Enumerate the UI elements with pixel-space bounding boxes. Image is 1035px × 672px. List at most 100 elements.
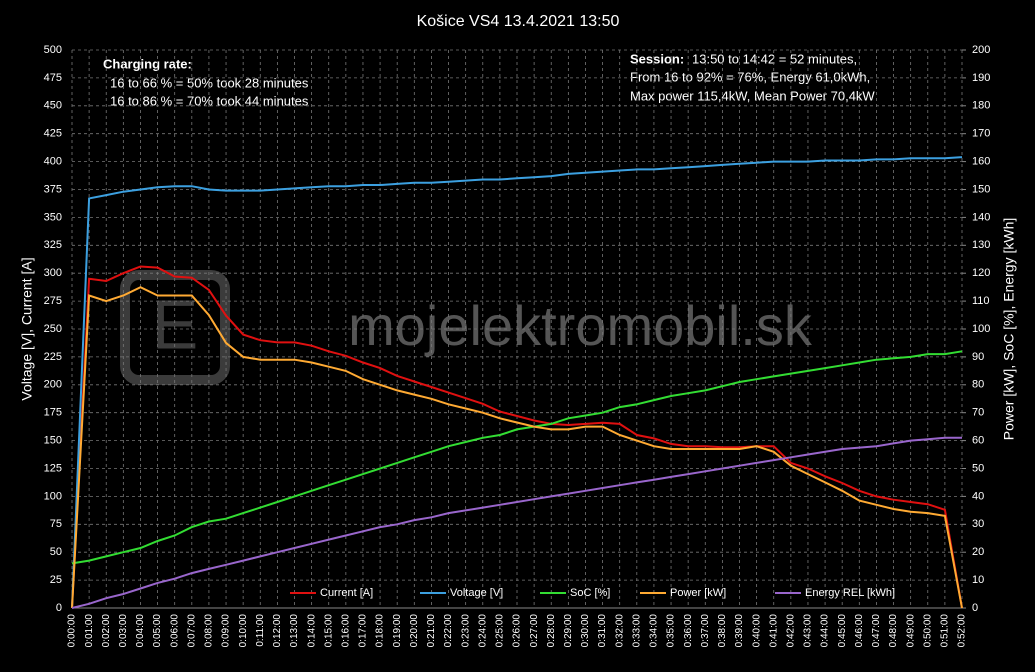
y2-tick-label: 20 xyxy=(972,546,984,558)
grid xyxy=(71,49,963,609)
y-tick-label: 75 xyxy=(50,518,62,530)
x-tick-label: 0:38:00 xyxy=(717,614,728,648)
annotation: From 16 to 92% = 76%, Energy 61,0kWh, xyxy=(630,69,870,84)
y-tick-label: 450 xyxy=(44,100,62,112)
y-tick-label: 500 xyxy=(44,44,62,56)
y2-tick-label: 40 xyxy=(972,490,984,502)
y-tick-label: 175 xyxy=(44,407,62,419)
x-tick-label: 0:10:00 xyxy=(238,614,249,648)
y2-tick-label: 130 xyxy=(972,239,990,251)
y2-tick-label: 110 xyxy=(972,295,990,307)
x-tick-label: 0:14:00 xyxy=(306,614,317,648)
annotation: 16 to 86 % = 70% took 44 minutes xyxy=(110,93,309,108)
x-tick-label: 0:44:00 xyxy=(820,614,831,648)
legend-label: Current [A] xyxy=(320,587,373,599)
legend-label: Voltage [V] xyxy=(450,587,503,599)
x-tick-label: 0:31:00 xyxy=(597,614,608,648)
x-tick-label: 0:16:00 xyxy=(340,614,351,648)
y2-tick-label: 80 xyxy=(972,379,984,391)
x-tick-label: 0:07:00 xyxy=(186,614,197,648)
y2-tick-label: 160 xyxy=(972,156,990,168)
x-tick-label: 0:13:00 xyxy=(289,614,300,648)
y2-tick-label: 150 xyxy=(972,183,990,195)
x-tick-label: 0:28:00 xyxy=(546,614,557,648)
x-tick-label: 0:24:00 xyxy=(477,614,488,648)
y-tick-label: 475 xyxy=(44,72,62,84)
x-tick-label: 0:17:00 xyxy=(358,614,369,648)
x-tick-label: 0:39:00 xyxy=(734,614,745,648)
x-tick-label: 0:08:00 xyxy=(204,614,215,648)
y-tick-label: 25 xyxy=(50,574,62,586)
x-tick-label: 0:03:00 xyxy=(118,614,129,648)
y-tick-label: 225 xyxy=(44,351,62,363)
x-tick-label: 0:35:00 xyxy=(666,614,677,648)
x-tick-label: 0:36:00 xyxy=(683,614,694,648)
x-tick-label: 0:40:00 xyxy=(751,614,762,648)
y2-tick-label: 50 xyxy=(972,462,984,474)
y-tick-label: 250 xyxy=(44,323,62,335)
y2-tick-label: 170 xyxy=(972,128,990,140)
data-line xyxy=(71,350,963,565)
x-tick-label: 0:49:00 xyxy=(905,614,916,648)
x-tick-label: 0:41:00 xyxy=(768,614,779,648)
y2-tick-label: 180 xyxy=(972,100,990,112)
y-tick-label: 400 xyxy=(44,156,62,168)
x-tick-label: 0:30:00 xyxy=(580,614,591,648)
x-tick-label: 0:32:00 xyxy=(614,614,625,648)
y-tick-label: 100 xyxy=(44,490,62,502)
y-tick-label: 125 xyxy=(44,462,62,474)
x-tick-label: 0:33:00 xyxy=(631,614,642,648)
x-tick-label: 0:05:00 xyxy=(152,614,163,648)
annotation-title: Charging rate: xyxy=(103,56,192,71)
data-line xyxy=(71,286,963,609)
x-tick-label: 0:52:00 xyxy=(957,614,968,648)
x-tick-label: 0:15:00 xyxy=(323,614,334,648)
x-tick-label: 0:25:00 xyxy=(495,614,506,648)
y-tick-label: 375 xyxy=(44,183,62,195)
x-tick-label: 0:20:00 xyxy=(409,614,420,648)
x-tick-label: 0:23:00 xyxy=(460,614,471,648)
y-tick-label: 325 xyxy=(44,239,62,251)
x-tick-label: 0:12:00 xyxy=(272,614,283,648)
y-axis-label: Voltage [V], Current [A] xyxy=(19,257,35,400)
y2-tick-label: 200 xyxy=(972,44,990,56)
x-tick-label: 0:04:00 xyxy=(135,614,146,648)
annotation: 13:50 to 14:42 = 52 minutes, xyxy=(692,51,857,66)
x-tick-label: 0:18:00 xyxy=(375,614,386,648)
y2-tick-label: 120 xyxy=(972,267,990,279)
y-tick-label: 50 xyxy=(50,546,62,558)
x-tick-label: 0:09:00 xyxy=(221,614,232,648)
y2-tick-label: 60 xyxy=(972,435,984,447)
annotation: Max power 115,4kW, Mean Power 70,4kW xyxy=(630,88,875,103)
x-tick-label: 0:11:00 xyxy=(255,614,266,647)
x-tick-label: 0:21:00 xyxy=(426,614,437,648)
annotation-title: Session: xyxy=(630,51,684,66)
x-tick-label: 0:48:00 xyxy=(888,614,899,648)
legend-label: Power [kW] xyxy=(670,587,726,599)
x-tick-label: 0:47:00 xyxy=(871,614,882,648)
data-line xyxy=(71,265,963,609)
x-tick-label: 0:26:00 xyxy=(512,614,523,648)
x-tick-label: 0:51:00 xyxy=(940,614,951,648)
legend-label: Energy REL [kWh] xyxy=(805,587,895,599)
y-tick-label: 200 xyxy=(44,379,62,391)
x-tick-label: 0:02:00 xyxy=(101,614,112,648)
x-tick-label: 0:43:00 xyxy=(803,614,814,648)
y-tick-label: 275 xyxy=(44,295,62,307)
x-tick-label: 0:06:00 xyxy=(169,614,180,648)
y-tick-label: 150 xyxy=(44,435,62,447)
y2-tick-label: 0 xyxy=(972,602,978,614)
data-line xyxy=(71,156,963,609)
y2-axis-label: Power [kW], SoC [%], Energy [kWh] xyxy=(1001,218,1017,441)
y2-tick-label: 70 xyxy=(972,407,984,419)
x-tick-label: 0:37:00 xyxy=(700,614,711,648)
y2-tick-label: 90 xyxy=(972,351,984,363)
y-tick-label: 300 xyxy=(44,267,62,279)
x-tick-label: 0:00:00 xyxy=(67,614,78,648)
data-line xyxy=(71,436,962,609)
legend-label: SoC [%] xyxy=(570,587,610,599)
y2-tick-label: 100 xyxy=(972,323,990,335)
y2-tick-label: 140 xyxy=(972,211,990,223)
